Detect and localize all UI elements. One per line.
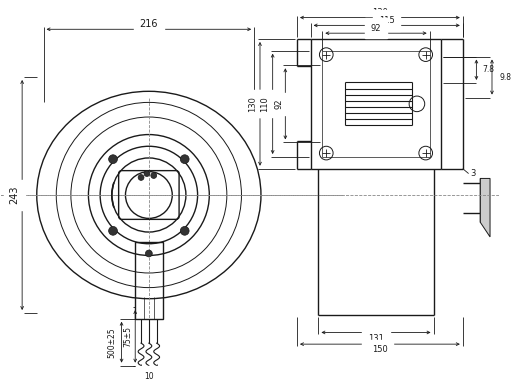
Polygon shape (480, 179, 490, 237)
Text: 216: 216 (140, 20, 158, 29)
Text: 10: 10 (144, 372, 154, 381)
Text: 115: 115 (379, 16, 394, 25)
Text: 130: 130 (248, 96, 257, 112)
Text: 243: 243 (9, 186, 19, 204)
Circle shape (144, 171, 150, 177)
Text: 7.8: 7.8 (482, 65, 494, 74)
Text: 150: 150 (372, 346, 388, 355)
Circle shape (151, 173, 157, 179)
Text: 130: 130 (372, 8, 388, 17)
Text: 92: 92 (274, 99, 283, 109)
Text: 9.8: 9.8 (500, 73, 511, 82)
Circle shape (109, 227, 118, 235)
Text: 500±25: 500±25 (107, 327, 117, 358)
Circle shape (109, 155, 118, 163)
Text: 131: 131 (368, 334, 384, 343)
Circle shape (180, 227, 189, 235)
Text: 3: 3 (471, 169, 476, 178)
Text: 92: 92 (371, 24, 381, 33)
Circle shape (138, 175, 144, 181)
Circle shape (146, 250, 152, 257)
Text: 75±5: 75±5 (123, 326, 132, 347)
Circle shape (180, 155, 189, 163)
Text: 110: 110 (261, 96, 269, 112)
Bar (135, 242, 162, 319)
